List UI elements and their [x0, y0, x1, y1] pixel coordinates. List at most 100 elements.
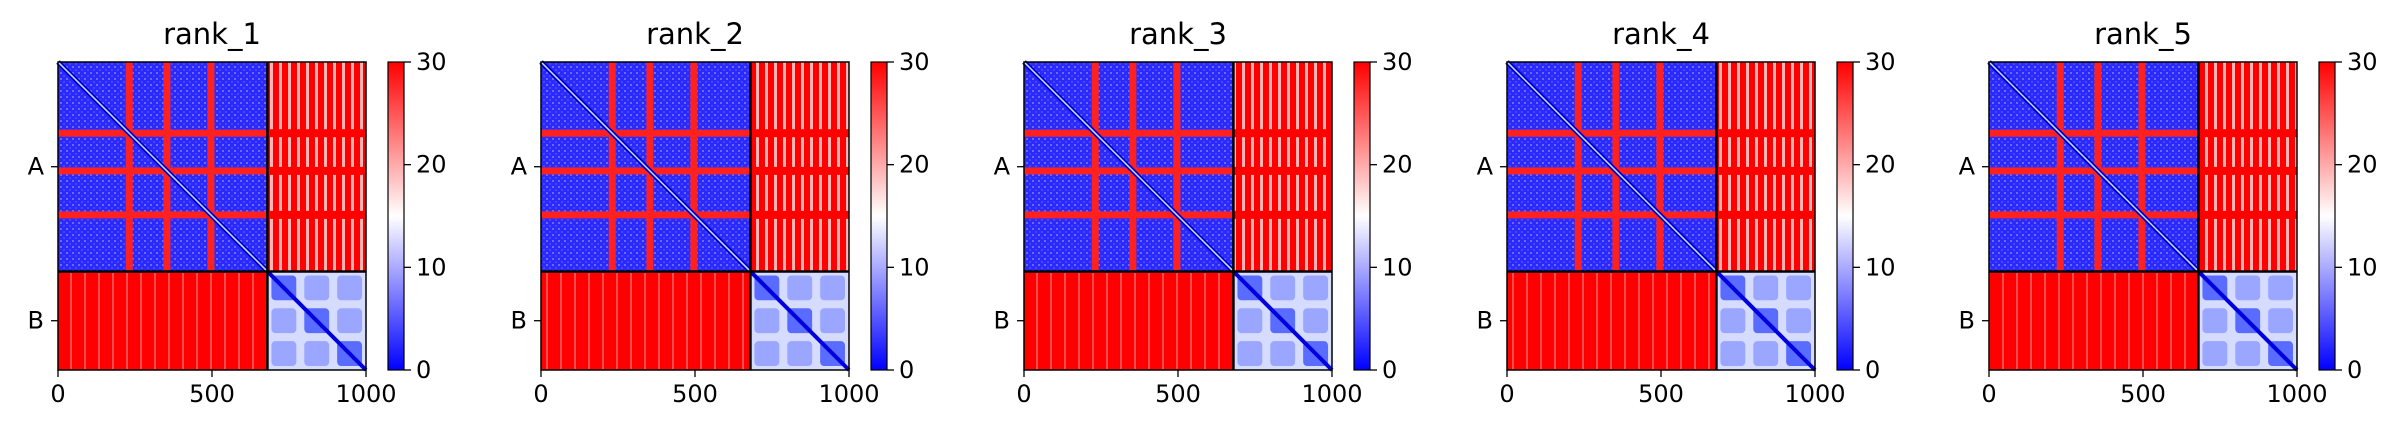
diagonal-B [1232, 270, 1334, 372]
gap-col [163, 62, 171, 272]
gap-row-AB [750, 129, 849, 138]
y-tick-label: A [1959, 153, 1976, 181]
y-tick-label: A [994, 153, 1011, 181]
colorbar-tick-label: 0 [899, 356, 914, 384]
x-tick-label: 0 [1499, 380, 1514, 408]
block-B-B-cell [337, 275, 362, 301]
block-B-B-cell [2268, 275, 2293, 301]
block-A-B [1716, 62, 1815, 272]
colorbar-tick-label: 10 [2347, 253, 2378, 281]
gap-col [207, 62, 215, 272]
colorbar-gradient [1354, 62, 1370, 370]
block-A-B [267, 62, 366, 272]
block-B-B-cell [820, 275, 845, 301]
block-B-B-cell [1270, 275, 1296, 301]
colorbar-frame [387, 61, 405, 371]
gap-col [2056, 62, 2064, 272]
y-tick-label: B [994, 307, 1010, 335]
heatmap-matrix [1505, 60, 1817, 372]
x-tick-label: 500 [189, 380, 235, 408]
y-tick-label: B [1959, 307, 1975, 335]
block-B-A [541, 271, 751, 370]
gap-col [1574, 62, 1582, 272]
block-B-B-cell [1720, 308, 1746, 334]
colorbar-tick-label: 10 [416, 253, 447, 281]
block-B-B-cell [2235, 341, 2261, 366]
diagonal-A-highlight [1506, 61, 1717, 272]
x-tick-label: 0 [533, 380, 548, 408]
gap-row [1024, 211, 1234, 219]
colorbar-frame [1353, 61, 1371, 371]
block-B-A [58, 271, 268, 370]
gap-row-AB [267, 129, 366, 138]
colorbar: 0 10 20 30 [1353, 48, 1413, 384]
block-B-B-cell [1720, 341, 1746, 366]
gap-row-AB [267, 166, 366, 175]
block-B-B-cell [337, 308, 362, 334]
x-tick-label: 1000 [818, 380, 879, 408]
gap-row [1024, 167, 1234, 175]
heatmap-matrix [56, 60, 368, 372]
x-axis: 0 500 1000 [1499, 370, 1846, 408]
y-tick-label: B [511, 307, 527, 335]
block-B-B-cell [2235, 275, 2261, 301]
gap-col [1612, 62, 1620, 272]
gap-col [1173, 62, 1181, 272]
gap-row-AB [267, 210, 366, 219]
block-B-B-cell [820, 308, 845, 334]
gap-col [646, 62, 654, 272]
panel-title: rank_3 [1129, 17, 1227, 51]
block-B-B-cell [1237, 308, 1263, 334]
x-tick-label: 1000 [1301, 380, 1362, 408]
gap-row [1507, 211, 1717, 219]
gap-row-AB [1716, 210, 1815, 219]
colorbar-tick-label: 10 [899, 253, 930, 281]
y-axis: AB [1477, 153, 1507, 335]
gap-row-AB [2198, 129, 2297, 138]
block-B-B-cell [271, 308, 297, 334]
y-axis: AB [511, 153, 541, 335]
block-B-B-cell [2268, 308, 2293, 334]
panel-title: rank_1 [163, 17, 261, 51]
block-B-B-cell [2202, 308, 2228, 334]
gap-row [1989, 167, 2199, 175]
gap-row-AB [1716, 166, 1815, 175]
x-axis: 0 500 1000 [1016, 370, 1363, 408]
gap-row-AB [750, 210, 849, 219]
block-B-B-cell [787, 341, 813, 366]
x-tick-label: 500 [672, 380, 718, 408]
gap-row-AB [2198, 210, 2297, 219]
gap-col [125, 62, 133, 272]
block-B-B-cell [1237, 341, 1263, 366]
y-axis: AB [28, 153, 58, 335]
block-B-B-cell [304, 341, 330, 366]
colorbar-tick-label: 30 [416, 48, 447, 76]
colorbar-tick-label: 0 [1382, 356, 1397, 384]
colorbar-gradient [2319, 62, 2335, 370]
colorbar-tick-label: 20 [2347, 151, 2378, 179]
colorbar-tick-label: 20 [416, 151, 447, 179]
y-tick-label: B [1477, 307, 1493, 335]
colorbar-tick-label: 20 [1382, 151, 1413, 179]
heatmap-matrix [1022, 60, 1334, 372]
gap-row-AB [750, 166, 849, 175]
panel-title: rank_2 [646, 17, 744, 51]
gap-col [1091, 62, 1099, 272]
block-A-B [1233, 62, 1332, 272]
block-A-B [2198, 62, 2297, 272]
colorbar-tick-label: 10 [1382, 253, 1413, 281]
gap-row-AB [1233, 166, 1332, 175]
diagonal-A-highlight [57, 61, 268, 272]
gap-col [2138, 62, 2146, 272]
gap-col [608, 62, 616, 272]
colorbar-tick-label: 10 [1865, 253, 1896, 281]
colorbar-tick-label: 30 [1382, 48, 1413, 76]
colorbar-tick-label: 20 [899, 151, 930, 179]
colorbar-tick-label: 0 [2347, 356, 2362, 384]
block-B-B-cell [1753, 341, 1779, 366]
diagonal-B [2197, 270, 2299, 372]
y-tick-label: A [28, 153, 45, 181]
x-tick-label: 0 [1981, 380, 1996, 408]
